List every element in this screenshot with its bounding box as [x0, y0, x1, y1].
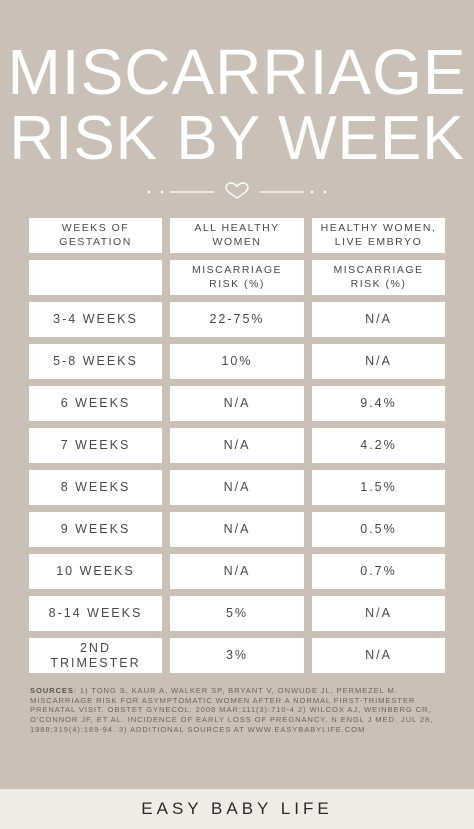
table-row-1-live: N/A — [312, 302, 445, 337]
header-weeks: WEEKS OF GESTATION — [29, 218, 162, 253]
table-row-1-weeks: 3-4 WEEKS — [29, 302, 162, 337]
divider-dot-left-inner — [160, 190, 164, 194]
table-row-5-all: N/A — [170, 470, 304, 505]
brand-name: EASY BABY LIFE — [141, 799, 333, 818]
heart-icon — [225, 182, 249, 199]
table-row-5-weeks: 8 WEEKS — [29, 470, 162, 505]
table-row-3-weeks: 6 WEEKS — [29, 386, 162, 421]
subheader-live-embryo-label: MISCARRIAGE RISK (%) — [333, 264, 424, 290]
table-row-2-weeks: 5-8 WEEKS — [29, 344, 162, 379]
heart-divider — [147, 182, 327, 199]
table-row-7-weeks: 10 WEEKS — [29, 554, 162, 589]
table-row-2-all: 10% — [170, 344, 304, 379]
table-row-6-all: N/A — [170, 512, 304, 547]
subheader-live-embryo: MISCARRIAGE RISK (%) — [312, 260, 445, 295]
header-live-embryo: HEALTHY WOMEN, LIVE EMBRYO — [312, 218, 445, 253]
table-row-3-all: N/A — [170, 386, 304, 421]
header-weeks-label: WEEKS OF GESTATION — [59, 222, 132, 248]
title-line-2: RISK BY WEEK — [9, 104, 465, 173]
divider-dot-left-outer — [147, 190, 151, 194]
table-row-2-live: N/A — [312, 344, 445, 379]
table-row-1-all: 22-75% — [170, 302, 304, 337]
sources-label: SOURCES — [30, 686, 74, 695]
table-row-4-live: 4.2% — [312, 428, 445, 463]
table-row-5-live: 1.5% — [312, 470, 445, 505]
header-all-healthy-label: ALL HEALTHY WOMEN — [194, 222, 280, 248]
divider-dot-right-outer — [323, 190, 327, 194]
table-row-4-all: N/A — [170, 428, 304, 463]
table-row-9-live: N/A — [312, 638, 445, 673]
table-row-8-all: 5% — [170, 596, 304, 631]
table-row-7-live: 0.7% — [312, 554, 445, 589]
table-row-9-weeks: 2ND TRIMESTER — [29, 638, 162, 673]
table-row-8-live: N/A — [312, 596, 445, 631]
table-row-6-live: 0.5% — [312, 512, 445, 547]
table-row-4-weeks: 7 WEEKS — [29, 428, 162, 463]
table-row-9-all: 3% — [170, 638, 304, 673]
subheader-all-healthy: MISCARRIAGE RISK (%) — [170, 260, 304, 295]
sources-text: SOURCES: 1) TONG S, KAUR A, WALKER SP, B… — [30, 686, 444, 735]
sources-body: : 1) TONG S, KAUR A, WALKER SP, BRYANT V… — [30, 686, 434, 734]
header-live-embryo-label: HEALTHY WOMEN, LIVE EMBRYO — [320, 222, 437, 248]
footer: EASY BABY LIFE — [0, 789, 474, 829]
table-row-9-weeks-label: 2ND TRIMESTER — [50, 640, 141, 670]
divider-dot-right-inner — [310, 190, 314, 194]
subheader-all-healthy-label: MISCARRIAGE RISK (%) — [191, 264, 282, 290]
header-all-healthy: ALL HEALTHY WOMEN — [170, 218, 304, 253]
table-row-8-weeks: 8-14 WEEKS — [29, 596, 162, 631]
subheader-weeks — [29, 260, 162, 295]
table-row-7-all: N/A — [170, 554, 304, 589]
table-row-6-weeks: 9 WEEKS — [29, 512, 162, 547]
table-row-3-live: 9.4% — [312, 386, 445, 421]
title-line-1: MISCARRIAGE — [7, 36, 467, 108]
